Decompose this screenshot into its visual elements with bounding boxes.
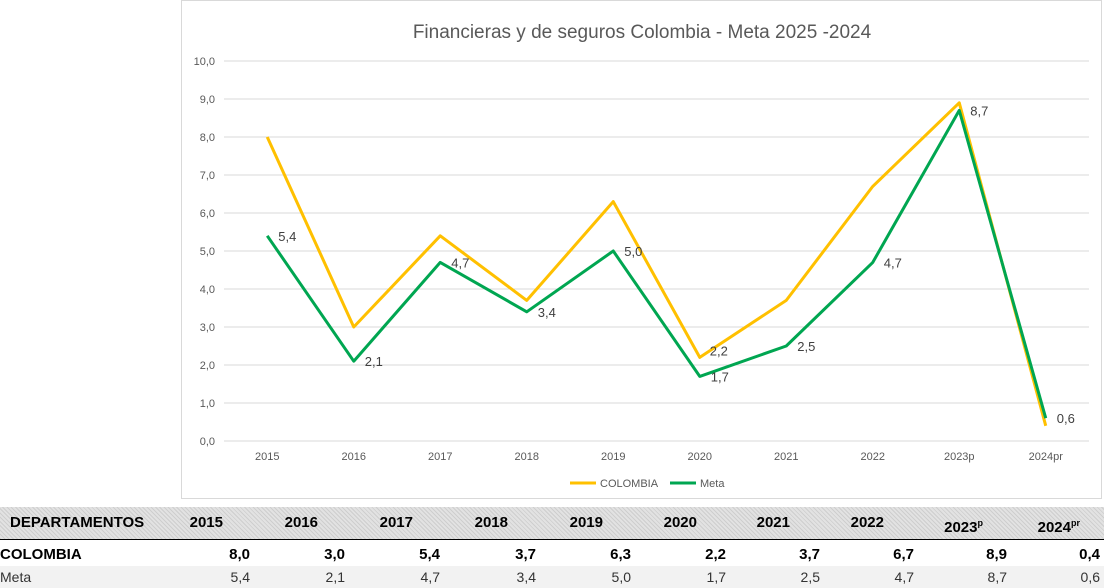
table-cell: 2,5 xyxy=(800,569,820,585)
x-axis-ticks: 2015 2016 2017 2018 2019 2020 2021 2022 2023p 202… xyxy=(255,451,1063,463)
header-year: 2022 xyxy=(850,514,884,531)
table-cell: 4,7 xyxy=(420,569,440,585)
header-year: 2023p xyxy=(944,518,983,536)
data-label: 3,4 xyxy=(538,305,556,320)
header-year: 2020 xyxy=(663,514,697,531)
y-tick-label: 5,0 xyxy=(200,246,215,258)
data-label: 8,7 xyxy=(970,103,988,118)
table-cell: 5,4 xyxy=(230,569,250,585)
table-cell: 2,1 xyxy=(325,569,345,585)
y-tick-label: 9,0 xyxy=(200,94,215,106)
table-cell: 0,6 xyxy=(1080,569,1100,585)
x-tick-label: 2024pr xyxy=(1029,451,1064,463)
row-label: COLOMBIA xyxy=(0,546,82,563)
table-cell: 8,7 xyxy=(987,569,1007,585)
chart-area: Financieras y de seguros Colombia - Meta… xyxy=(181,0,1102,499)
y-tick-label: 7,0 xyxy=(200,170,215,182)
y-tick-label: 6,0 xyxy=(200,208,215,220)
header-year: 2016 xyxy=(284,514,318,531)
data-label: 2,2 xyxy=(710,343,728,358)
table-cell: 3,7 xyxy=(515,546,536,563)
x-tick-label: 2015 xyxy=(255,451,279,463)
data-label: 5,0 xyxy=(624,244,642,259)
legend-label: COLOMBIA xyxy=(600,478,659,490)
x-tick-label: 2022 xyxy=(861,451,885,463)
table-cell: 0,4 xyxy=(1079,546,1100,563)
row-label: Meta xyxy=(0,569,32,585)
series-line-colombia xyxy=(265,101,1048,427)
table-cell: 2,2 xyxy=(705,546,726,563)
table-cell: 3,7 xyxy=(799,546,820,563)
data-label: 1,7 xyxy=(711,369,729,384)
x-tick-label: 2020 xyxy=(688,451,712,463)
data-label: 5,4 xyxy=(278,229,296,244)
data-labels: 2,2 5,4 2,1 4,7 3,4 5,0 1,7 2,5 4,7 8,7 0,6 xyxy=(278,103,1075,426)
series-line-meta xyxy=(266,108,1048,419)
data-label: 4,7 xyxy=(451,255,469,270)
gridlines xyxy=(224,60,1089,442)
table-row-colombia: COLOMBIA 8,0 3,0 5,4 3,7 6,3 2,2 3,7 6,7 8,9 0,4 xyxy=(0,544,1104,566)
data-table: DEPARTAMENTOS 2015 2016 2017 2018 2019 2020 202… xyxy=(0,499,1104,588)
data-label: 2,5 xyxy=(797,339,815,354)
y-tick-label: 2,0 xyxy=(200,360,215,372)
table-cell: 1,7 xyxy=(706,569,726,585)
legend-label: Meta xyxy=(700,478,725,490)
header-year: 2024pr xyxy=(1037,518,1080,536)
header-year: 2019 xyxy=(569,514,603,531)
series-lines xyxy=(265,101,1048,427)
x-tick-label: 2021 xyxy=(774,451,798,463)
table-cell: 4,7 xyxy=(894,569,914,585)
y-tick-label: 0,0 xyxy=(200,436,215,448)
data-label: 4,7 xyxy=(884,255,902,270)
header-year: 2018 xyxy=(474,514,508,531)
table-cell: 8,9 xyxy=(986,546,1007,563)
data-label: 0,6 xyxy=(1057,411,1075,426)
table-cell: 3,4 xyxy=(516,569,536,585)
table-cell: 5,4 xyxy=(419,546,440,563)
line-chart: Financieras y de seguros Colombia - Meta… xyxy=(194,22,1089,490)
y-tick-label: 3,0 xyxy=(200,322,215,334)
table-cell: 8,0 xyxy=(229,546,250,563)
table-cell: 6,7 xyxy=(893,546,914,563)
y-axis-ticks: 0,0 1,0 2,0 3,0 4,0 5,0 6,0 7,0 8,0 9,0 10,0 xyxy=(194,56,215,448)
x-tick-label: 2023p xyxy=(944,451,975,463)
table-header-row: DEPARTAMENTOS 2015 2016 2017 2018 2019 2020 202… xyxy=(0,507,1104,540)
y-tick-label: 4,0 xyxy=(200,284,215,296)
chart-title: Financieras y de seguros Colombia - Meta… xyxy=(413,22,872,43)
header-year: 2017 xyxy=(379,514,413,531)
x-tick-label: 2017 xyxy=(428,451,452,463)
x-tick-label: 2019 xyxy=(601,451,625,463)
table-cell: 3,0 xyxy=(324,546,345,563)
header-departamentos: DEPARTAMENTOS xyxy=(10,514,145,531)
table-cell: 6,3 xyxy=(610,546,631,563)
header-year: 2021 xyxy=(756,514,790,531)
legend: COLOMBIA Meta xyxy=(570,478,725,490)
y-tick-label: 10,0 xyxy=(194,56,215,68)
data-label: 2,1 xyxy=(365,354,383,369)
table-cell: 5,0 xyxy=(611,569,631,585)
y-tick-label: 8,0 xyxy=(200,132,215,144)
table-row-meta: Meta 5,4 2,1 4,7 3,4 5,0 1,7 2,5 4,7 8,7 0,6 xyxy=(0,566,1104,588)
x-tick-label: 2016 xyxy=(342,451,366,463)
x-tick-label: 2018 xyxy=(515,451,539,463)
header-year: 2015 xyxy=(189,514,223,531)
y-tick-label: 1,0 xyxy=(200,398,215,410)
